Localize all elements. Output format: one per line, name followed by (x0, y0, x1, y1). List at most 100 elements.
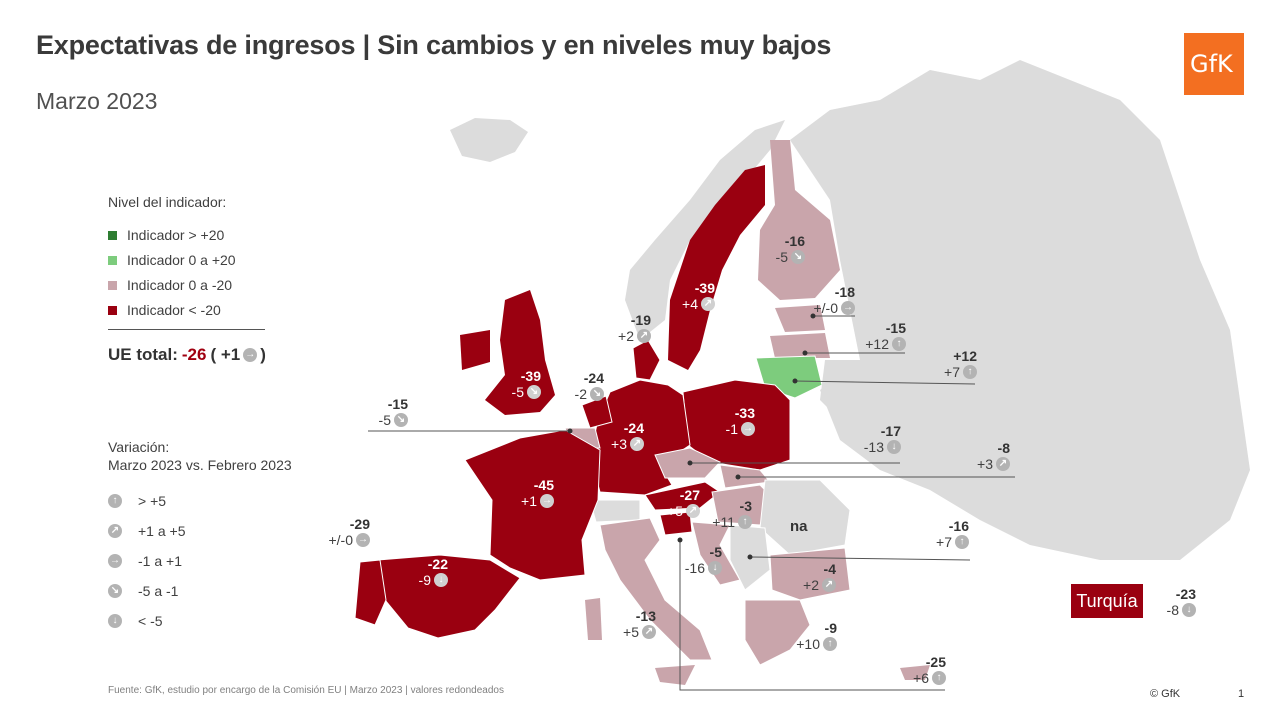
right-arrow-icon: → (243, 348, 258, 362)
up-right-arrow-icon: ↗ (108, 524, 122, 538)
country-label: -15 -5 ↘ (379, 396, 408, 428)
indicator-value: -23 (1175, 586, 1196, 602)
change-row: -13 ↓ (864, 439, 901, 455)
change-value: +3 (977, 456, 993, 472)
variation-title-line1: Variación: (108, 439, 170, 455)
variation-item: ↑ > +5 (108, 493, 166, 509)
legend-swatch (108, 280, 117, 290)
belarus-shape (820, 360, 890, 420)
latvia-shape (770, 333, 830, 358)
change-row: -5 ↘ (512, 384, 541, 400)
cyprus-shape (900, 665, 930, 680)
indicator-value: -33 (734, 405, 755, 421)
change-row: +6 ↑ (913, 670, 946, 686)
variation-title-line2: Marzo 2023 vs. Febrero 2023 (108, 457, 292, 473)
sweden-shape (668, 165, 765, 370)
country-label: -22 -9 ↓ (419, 556, 448, 588)
russia-shape (790, 60, 1250, 560)
legend-item: Indicador < -20 (108, 302, 221, 318)
leader-dots (567, 313, 816, 560)
indicator-value: -15 (387, 396, 408, 412)
country-label: -4 +2 ↗ (803, 561, 836, 593)
change-row: +5 ↗ (623, 624, 656, 640)
eu-total-label: UE total: (108, 345, 178, 364)
change-row: -8 ↓ (1167, 602, 1196, 618)
indicator-value: -24 (623, 420, 644, 436)
country-label: -18 +/-0 → (813, 284, 855, 316)
change-value: +6 (913, 670, 929, 686)
turkey-label: Turquía (1071, 584, 1143, 618)
country-label: -33 -1 → (726, 405, 755, 437)
copyright: © GfK (1150, 688, 1181, 700)
up-arrow-icon: ↑ (738, 515, 752, 529)
change-row: +7 ↑ (944, 364, 977, 380)
change-value: -5 (511, 384, 524, 400)
change-row: +11 ↑ (712, 514, 752, 530)
change-row: +3 ↗ (611, 436, 644, 452)
change-row: +2 ↗ (803, 577, 836, 593)
up-right-arrow-icon: ↗ (637, 329, 651, 343)
change-value: +7 (944, 364, 960, 380)
change-row: -1 → (726, 421, 755, 437)
change-value: -13 (863, 439, 884, 455)
denmark-shape (632, 339, 661, 381)
variation-label: < -5 (138, 613, 163, 629)
change-row: -2 ↘ (575, 386, 604, 402)
right-arrow-icon: → (356, 533, 370, 547)
legend-swatch (108, 230, 117, 240)
change-value: +3 (611, 436, 627, 452)
down-arrow-icon: ↓ (708, 561, 722, 575)
country-label: -39 +4 ↗ (682, 280, 715, 312)
right-arrow-icon: → (741, 422, 755, 436)
ireland-shape (460, 330, 490, 370)
indicator-value: -5 (709, 544, 722, 560)
change-value: -5 (378, 412, 391, 428)
up-right-arrow-icon: ↗ (996, 457, 1010, 471)
down-arrow-icon: ↓ (434, 573, 448, 587)
down-arrow-icon: ↓ (108, 614, 122, 628)
variation-label: -1 a +1 (138, 553, 182, 569)
sicily-shape (655, 665, 695, 685)
down-right-arrow-icon: ↘ (394, 413, 408, 427)
slovenia-shape (659, 511, 693, 536)
variation-label: > +5 (138, 493, 167, 509)
indicator-value: -16 (948, 518, 969, 534)
country-label: -15 +12 ↑ (865, 320, 906, 352)
up-right-arrow-icon: ↗ (701, 297, 715, 311)
right-arrow-icon: → (841, 301, 855, 315)
portugal-shape (354, 559, 387, 626)
gfk-logo: GfK (1184, 33, 1244, 95)
down-right-arrow-icon: ↘ (527, 385, 541, 399)
country-label: -8 +3 ↗ (977, 440, 1010, 472)
indicator-value: -8 (997, 440, 1010, 456)
change-value: -16 (684, 560, 705, 576)
country-label: -23 -8 ↓ (1167, 586, 1196, 618)
indicator-value: -16 (784, 233, 805, 249)
legend-divider (108, 329, 265, 330)
change-row: +5 ↗ (667, 503, 700, 519)
indicator-value: -39 (520, 368, 541, 384)
change-value: -1 (725, 421, 738, 437)
change-row: -9 ↓ (419, 572, 448, 588)
up-arrow-icon: ↑ (892, 337, 906, 351)
change-row: -5 ↘ (776, 249, 805, 265)
country-label: -19 +2 ↗ (618, 312, 651, 344)
legend-label: Indicador 0 a -20 (127, 277, 233, 293)
indicator-value: -24 (583, 370, 604, 386)
page-number: 1 (1238, 688, 1245, 700)
country-label: -29 +/-0 → (328, 516, 370, 548)
indicator-value: -13 (635, 608, 656, 624)
change-value: -2 (574, 386, 587, 402)
variation-item: ↓ < -5 (108, 613, 163, 629)
variation-item: ↗ +1 a +5 (108, 523, 186, 539)
up-right-arrow-icon: ↗ (686, 504, 700, 518)
country-label: -16 +7 ↑ (936, 518, 969, 550)
indicator-value: -45 (533, 477, 554, 493)
down-arrow-icon: ↓ (887, 440, 901, 454)
country-label: -39 -5 ↘ (512, 368, 541, 400)
logo-text: GfK (1190, 50, 1233, 78)
down-arrow-icon: ↓ (1182, 603, 1196, 617)
right-arrow-icon: → (108, 554, 122, 568)
legend-label: Indicador > +20 (127, 227, 225, 243)
change-value: +12 (865, 336, 889, 352)
